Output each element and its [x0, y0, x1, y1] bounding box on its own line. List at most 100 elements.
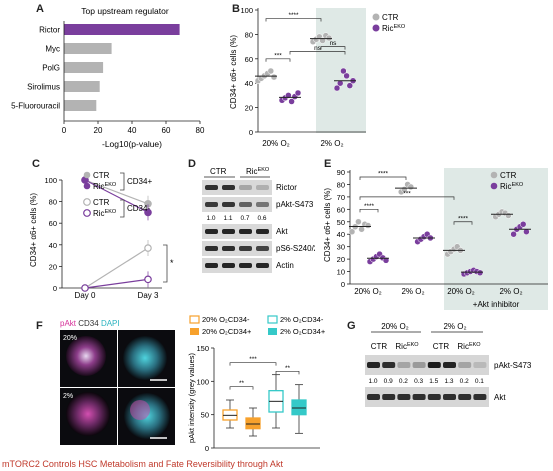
legend-label: CTR — [382, 13, 399, 22]
legend-label: RicEKO — [93, 209, 117, 218]
legend-group: CD34- — [127, 204, 150, 213]
legend-label: 20% O₂CD34- — [202, 315, 250, 324]
blot-strip — [365, 387, 489, 407]
blot-band — [239, 202, 252, 207]
significance-bracket — [289, 51, 346, 55]
y-tick-label: 40 — [337, 230, 345, 239]
y-tick-label: 20 — [245, 104, 253, 113]
panel-g: G 20% O₂ 2% O₂ CTR RicEKO CTR RicEKO pAkt-S4… — [345, 315, 553, 450]
legend-label: RicEKO — [382, 24, 406, 33]
blot-band — [205, 202, 218, 207]
stain-pakt: pAkt — [60, 319, 77, 328]
y-tick-label: 20 — [49, 262, 57, 271]
significance-label: **** — [288, 12, 299, 19]
x-axis-label: -Log10(p-value) — [102, 139, 162, 149]
blot-band — [239, 263, 252, 268]
data-point — [519, 221, 527, 228]
blot-band — [256, 263, 269, 268]
significance-bracket — [359, 196, 455, 200]
legend-marker — [83, 171, 91, 179]
quant-value: 0.2 — [399, 378, 408, 385]
legend-group: CD34+ — [127, 177, 152, 186]
blot-band — [239, 185, 252, 190]
significance-bracket — [359, 208, 379, 213]
chart-title: Top upstream regulator — [81, 6, 169, 16]
significance-bracket — [359, 176, 407, 180]
legend-label: RicEKO — [93, 182, 117, 191]
blot-band — [239, 246, 252, 251]
band-label: pAkt-S473 — [276, 200, 314, 209]
blot-band — [412, 394, 426, 400]
category-label: Myc — [45, 45, 60, 54]
significance-bracket — [229, 386, 254, 390]
data-point — [407, 183, 415, 191]
y-tick-label: 100 — [44, 176, 57, 185]
significance-label: **** — [458, 215, 469, 222]
western-blot-d: CTR RicEKO Rictor pAkt-S473 1.0 1.1 0.7 0.6 Ak… — [202, 167, 328, 273]
data-point — [81, 284, 89, 292]
data-point — [476, 269, 484, 277]
y-tick-label: 60 — [245, 55, 253, 64]
blot-band — [222, 229, 235, 234]
legend-label: CTR — [93, 198, 110, 207]
panel-d: D CTR RicEKO Rictor pAkt-S473 1.0 1.1 0.7 0.6… — [180, 150, 328, 305]
quant-value: 1.0 — [206, 215, 215, 222]
data-point — [355, 218, 362, 226]
blot-strip — [202, 180, 272, 195]
inhibitor-shade — [444, 168, 548, 310]
blot-band — [256, 202, 269, 207]
row-label: 20% — [63, 335, 77, 342]
legend-label: CTR — [93, 171, 110, 180]
legend-marker — [83, 209, 91, 217]
significance-label: ns — [314, 45, 322, 52]
stain-dapi: DAPI — [100, 319, 120, 328]
bar-myc — [64, 43, 112, 54]
condition-label: 2% O₂ — [443, 322, 466, 331]
timecourse-line-chart: CD34+ α6+ cells (%) 0 20 40 60 80 100 Day 0 D… — [29, 171, 174, 300]
blot-band — [222, 263, 235, 268]
panel-label: D — [188, 158, 196, 170]
blot-band — [239, 229, 252, 234]
panel-a: A Top upstream regulator Rictor Myc PolG Si… — [0, 0, 215, 150]
y-tick-label: 30 — [337, 243, 345, 252]
panel-label: F — [36, 320, 43, 332]
quant-value: 1.3 — [444, 378, 453, 385]
legend-label: RicEKO — [500, 182, 524, 191]
y-tick-label: 0 — [205, 444, 209, 453]
y-tick-label: 50 — [201, 411, 209, 420]
series-line — [84, 179, 149, 205]
panel-label: C — [32, 158, 40, 170]
quant-value: 0.1 — [475, 378, 484, 385]
bar-rictor — [64, 24, 180, 35]
band-label: pS6-S240/244 — [276, 244, 315, 253]
data-point — [294, 89, 302, 97]
quant-value: 0.6 — [257, 215, 266, 222]
y-tick-label: 80 — [337, 180, 345, 189]
x-tick-label: Day 0 — [75, 291, 96, 300]
x-tick-label: 2% O₂ — [320, 139, 343, 148]
y-tick-label: 80 — [245, 30, 253, 39]
x-tick-label: 40 — [128, 126, 137, 135]
significance-bracket — [275, 370, 300, 375]
data-point — [343, 72, 350, 80]
blot-band — [205, 263, 218, 268]
panel-c: C CD34+ α6+ cells (%) 0 20 40 60 80 100 Day 0… — [0, 150, 180, 305]
microscopy-grid: 20% 2% — [60, 330, 175, 445]
blot-band — [205, 185, 218, 190]
y-tick-label: 0 — [53, 284, 57, 293]
blot-band — [412, 362, 426, 368]
y-axis-label: CD34+ α6+ cells (%) — [29, 193, 38, 267]
series-line — [84, 247, 149, 289]
x-tick-label: 20% O₂ — [447, 287, 475, 296]
quant-value: 0.2 — [460, 378, 469, 385]
y-axis-label: CD34+ α6+ cells (%) — [229, 35, 238, 109]
bar-5-fluorouracil — [64, 100, 97, 111]
blot-strip — [202, 224, 272, 239]
legend-label: 2% O₂CD34+ — [280, 327, 326, 336]
blot-band — [427, 362, 441, 368]
series-line — [84, 179, 149, 213]
y-tick-label: 150 — [196, 344, 209, 353]
x-tick-label: 2% O₂ — [401, 287, 424, 296]
blot-band — [256, 246, 269, 251]
blot-band — [382, 362, 396, 368]
